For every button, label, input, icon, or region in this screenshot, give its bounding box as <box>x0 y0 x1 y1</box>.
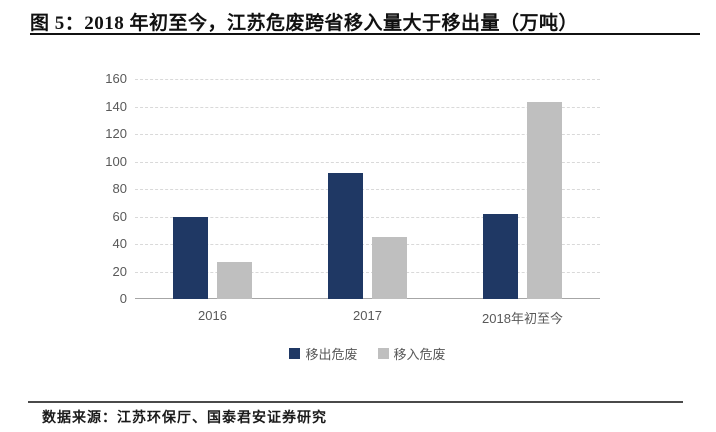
chart-legend: 移出危废 移入危废 <box>135 344 600 363</box>
gridline-80 <box>135 189 600 190</box>
legend-item-moved-in: 移入危废 <box>377 344 446 363</box>
y-tick-label-160: 160 <box>105 71 127 86</box>
y-tick-label-0: 0 <box>119 291 127 306</box>
legend-label-moved-out: 移出危废 <box>305 347 358 362</box>
figure-title: 图 5：2018 年初至今，江苏危废跨省移入量大于移出量（万吨） <box>30 13 579 34</box>
bar-moved-out-2018年初至今 <box>483 213 518 299</box>
legend-label-moved-in: 移入危废 <box>393 347 446 362</box>
x-tick-label-2018年初至今: 2018年初至今 <box>482 311 563 326</box>
y-tick-label-60: 60 <box>112 208 127 224</box>
y-tick-label-40: 40 <box>112 236 127 251</box>
gridline-140 <box>135 106 600 108</box>
bar-moved-in-2016 <box>217 261 252 299</box>
y-tick-label-100: 100 <box>105 153 127 169</box>
gridline-60 <box>135 216 600 218</box>
legend-item-moved-out: 移出危废 <box>289 344 358 363</box>
y-tick-label-20: 20 <box>112 263 127 279</box>
y-tick-label-120: 120 <box>105 126 127 141</box>
x-tick-label-2016: 2016 <box>198 308 227 323</box>
gridline-160 <box>135 79 600 80</box>
bar-moved-in-2017 <box>372 237 407 299</box>
title-divider <box>30 33 700 35</box>
gridline-20 <box>135 271 600 273</box>
y-tick-label-140: 140 <box>105 98 127 114</box>
x-axis-labels: 2016 2017 2018年初至今 <box>135 308 600 326</box>
y-tick-label-80: 80 <box>112 181 127 196</box>
footer-divider <box>28 401 683 403</box>
gridline-100 <box>135 161 600 163</box>
legend-swatch-moved-in <box>377 348 389 359</box>
bar-moved-out-2016 <box>173 216 208 299</box>
x-tick-label-2017: 2017 <box>353 308 382 323</box>
x-axis-line <box>135 298 600 299</box>
gridline-40 <box>135 244 600 245</box>
y-axis-labels: 0 20 40 60 80 100 120 140 160 <box>77 71 127 306</box>
plot-area <box>135 79 600 299</box>
data-source: 数据来源：江苏环保厅、国泰君安证券研究 <box>42 411 327 426</box>
gridline-120 <box>135 134 600 135</box>
legend-swatch-moved-out <box>289 348 301 359</box>
bar-moved-out-2017 <box>328 172 363 299</box>
bar-moved-in-2018年初至今 <box>527 102 562 299</box>
